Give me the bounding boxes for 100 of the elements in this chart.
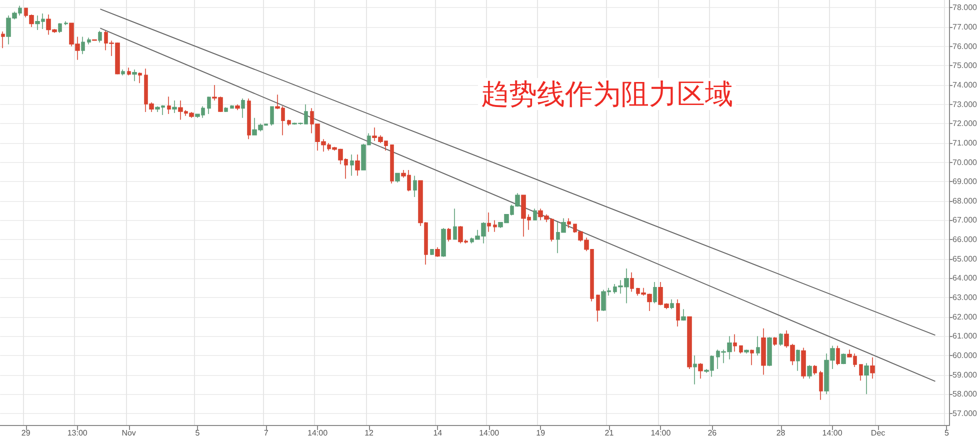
y-tick-label: 71.000 [952,138,978,148]
y-tick-label: 65.000 [952,254,978,264]
x-tick-label: 29 [21,428,31,438]
candlestick [247,98,251,140]
candlestick [864,362,869,394]
candlestick [687,316,692,370]
candlestick [453,208,457,240]
annotation: 趋势线作为阻力区域 [481,78,733,110]
candlestick [773,336,777,346]
candlestick [739,345,743,354]
candlestick [630,272,634,292]
candlestick [693,355,697,385]
candlestick [653,282,657,304]
candlestick [567,218,571,228]
candlestick [1,31,5,48]
candlestick [676,299,680,327]
candlestick [596,294,600,322]
candlestick [355,154,360,176]
candlestick [761,328,766,376]
candlestick [533,208,537,221]
x-tick-label: 19 [536,428,546,438]
candlestick [430,248,434,256]
x-tick-label: 5 [195,428,200,438]
candlestick [395,172,400,183]
candlestick [207,96,211,114]
x-tick-label: Dec [870,428,886,438]
y-tick-label: 72.000 [952,119,978,128]
candlestick [390,144,394,184]
candlestick [270,106,274,126]
candlestick [819,370,823,400]
y-tick-label: 70.000 [952,158,978,167]
x-tick-label: 14 [433,428,443,438]
x-tick-label: Nov [122,428,136,438]
y-tick-label: 57.000 [952,408,978,418]
candlestick [64,20,68,26]
y-tick-label: 73.000 [952,100,978,109]
candlestick [447,228,451,242]
y-tick-label: 76.000 [952,42,978,51]
candlestick [127,67,131,76]
candlestick [750,349,754,366]
candlestick [870,356,875,380]
y-tick-label: 69.000 [952,177,978,186]
candlestick [287,119,291,126]
x-tick-label: 5 [944,428,950,438]
candlestick [81,36,85,54]
x-tick-label: 12 [364,428,374,438]
candlestick [441,228,446,258]
x-tick-label: 7 [264,428,269,438]
x-tick-label: 21 [604,428,614,438]
candlestick [670,299,674,310]
candlestick [698,362,703,380]
y-tick-label: 61.000 [952,332,978,341]
x-tick-label: 28 [776,428,786,438]
candlestick [230,104,234,109]
candlestick [167,96,171,114]
candlestick [796,349,800,372]
candlestick [138,72,142,84]
x-tick-label: 14:00 [822,428,843,438]
candlestick [681,308,686,322]
y-tick-label: 59.000 [952,370,978,380]
candlestick [859,364,863,381]
candlestick [779,332,783,346]
y-tick-label: 66.000 [952,235,978,244]
candlestick [172,100,177,114]
x-tick-label: 26 [708,428,718,438]
y-tick-label: 68.000 [952,196,978,206]
candlestick [350,154,354,176]
candlestick [733,334,737,352]
candlestick [413,175,417,198]
candlestick [836,345,840,366]
candlestick [121,69,125,76]
candlestick [132,69,137,82]
candlestick [98,30,102,43]
y-tick-label: 67.000 [952,216,978,225]
candlestick [767,336,772,366]
candlestick [744,349,749,354]
y-tick-label: 63.000 [952,293,978,302]
candlestick [235,104,240,111]
y-tick-label: 60.000 [952,350,978,360]
candlestick [224,106,228,112]
y-tick-label: 58.000 [952,390,978,399]
y-tick-label: 77.000 [952,22,978,32]
x-tick-label: 13:00 [67,428,88,438]
x-tick-label: 14:00 [479,428,500,438]
candlestick [58,22,62,34]
candlestick [487,212,491,232]
candlestick [813,364,817,376]
candlestick [841,353,846,365]
candlestick [801,347,806,380]
y-tick-label: 75.000 [952,61,978,70]
y-tick-label: 78.000 [952,3,978,12]
y-tick-label: 62.000 [952,312,978,322]
x-tick-label: 14:00 [650,428,672,438]
candlestick [87,37,91,45]
candlestick [435,246,440,258]
y-tick-label: 64.000 [952,274,978,283]
y-tick-label: 74.000 [952,80,978,90]
candlestick [756,336,760,356]
candlestick [807,364,812,380]
x-tick-label: 14:00 [308,428,328,438]
